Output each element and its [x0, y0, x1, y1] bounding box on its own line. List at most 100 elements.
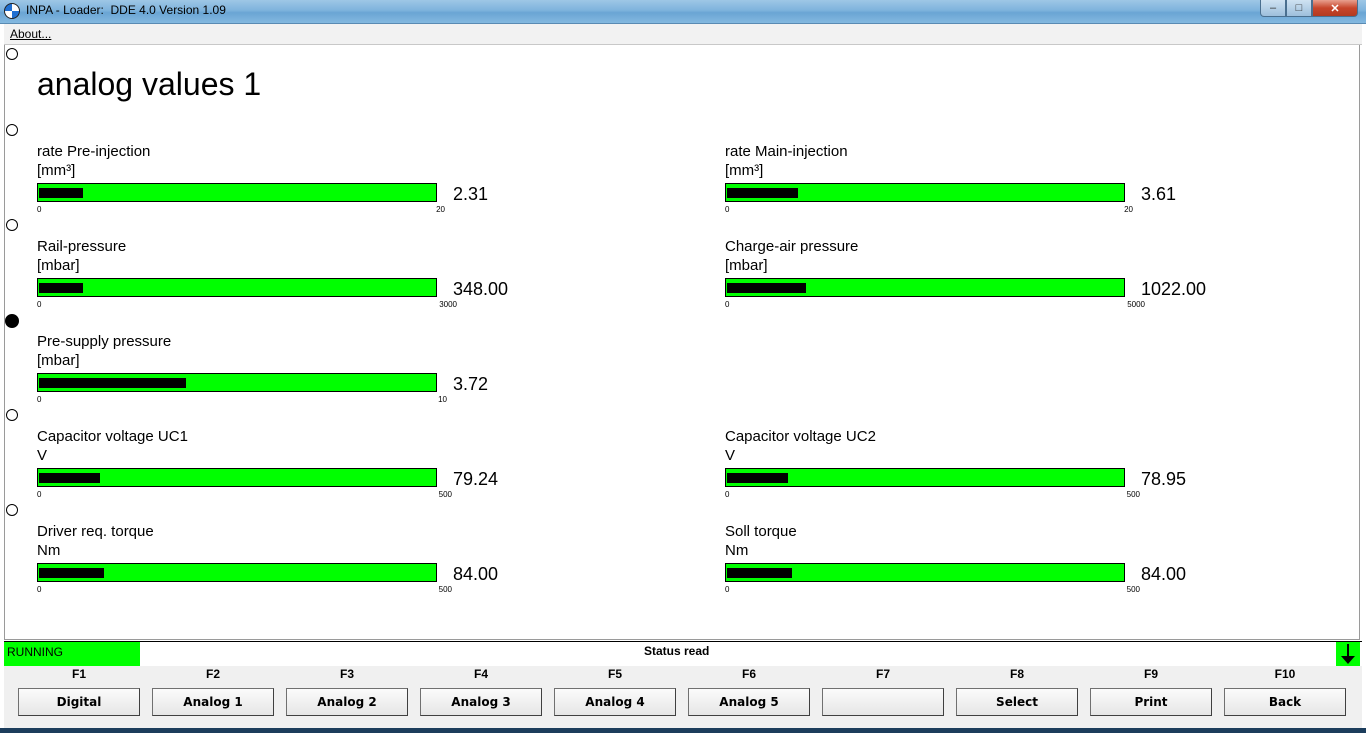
meter-bar	[37, 563, 437, 582]
digital-button[interactable]: Digital	[18, 688, 140, 716]
title-bar: INPA - Loader: DDE 4.0 Version 1.09 – □ …	[0, 0, 1366, 24]
meter-value: 348.00	[453, 279, 509, 299]
running-indicator: RUNNING	[4, 642, 140, 666]
meter-fill	[39, 473, 100, 483]
print-button[interactable]: Print	[1090, 688, 1212, 716]
meter-label: Soll torque	[725, 523, 797, 540]
radio-4-selected[interactable]	[5, 314, 19, 328]
meter-value: 1022.00	[1141, 279, 1207, 299]
radio-2[interactable]	[6, 124, 18, 136]
fkey-label-f2: F2	[205, 667, 220, 681]
analog-5-button[interactable]: Analog 5	[688, 688, 810, 716]
meter-rate-main-injection: rate Main-injection [mm³] 0 20 3.61	[725, 143, 1245, 223]
meter-value: 2.31	[453, 184, 489, 204]
meter-fill	[39, 568, 104, 578]
menu-about[interactable]: About...	[10, 27, 52, 41]
meter-value: 79.24	[453, 469, 499, 489]
fkey-label-f5: F5	[607, 667, 622, 681]
meter-max: 500	[438, 585, 452, 594]
meter-bar	[37, 183, 437, 202]
meter-fill	[727, 473, 788, 483]
meter-unit: [mbar]	[725, 257, 768, 274]
meter-value: 3.72	[453, 374, 489, 394]
radio-5[interactable]	[6, 409, 18, 421]
function-key-bar: F1 Digital F2 Analog 1 F3 Analog 2 F4 An…	[4, 666, 1362, 733]
meter-bar	[725, 278, 1125, 297]
meter-fill	[727, 283, 806, 293]
meter-fill	[39, 188, 83, 198]
minimize-button[interactable]: –	[1260, 0, 1286, 17]
meter-label: Pre-supply pressure	[37, 333, 172, 350]
meter-pre-supply-pressure: Pre-supply pressure [mbar] 0 10 3.72	[37, 333, 557, 413]
analog-4-button[interactable]: Analog 4	[554, 688, 676, 716]
meter-rate-pre-injection: rate Pre-injection [mm³] 0 20 2.31	[37, 143, 557, 223]
meter-rail-pressure: Rail-pressure [mbar] 0 3000 348.00	[37, 238, 557, 318]
analog-3-button[interactable]: Analog 3	[420, 688, 542, 716]
meter-min: 0	[725, 205, 730, 214]
meter-min: 0	[37, 205, 42, 214]
meter-min: 0	[725, 300, 730, 309]
meter-label: Charge-air pressure	[725, 238, 859, 255]
meter-min: 0	[725, 490, 730, 499]
meter-max: 10	[438, 395, 447, 404]
fkey-label-f10: F10	[1274, 667, 1296, 681]
meter-fill	[39, 378, 186, 388]
meter-unit: Nm	[725, 542, 749, 559]
meter-label: rate Main-injection	[725, 143, 848, 160]
maximize-button[interactable]: □	[1286, 0, 1312, 17]
meter-capacitor-voltage-uc1: Capacitor voltage UC1 V 0 500 79.24	[37, 428, 557, 508]
fkey-label-f7: F7	[875, 667, 890, 681]
fkey-label-f4: F4	[473, 667, 488, 681]
meter-bar	[725, 183, 1125, 202]
meter-capacitor-voltage-uc2: Capacitor voltage UC2 V 0 500 78.95	[725, 428, 1245, 508]
meter-max: 20	[1124, 205, 1133, 214]
meter-label: Driver req. torque	[37, 523, 154, 540]
meter-min: 0	[725, 585, 730, 594]
meter-value: 78.95	[1141, 469, 1187, 489]
close-button[interactable]: ✕	[1312, 0, 1358, 17]
status-bar: RUNNING Status read	[4, 641, 1362, 667]
meter-bar	[725, 468, 1125, 487]
meter-min: 0	[37, 585, 42, 594]
meter-unit: [mbar]	[37, 257, 80, 274]
meter-min: 0	[37, 300, 42, 309]
meter-value: 84.00	[1141, 564, 1187, 584]
menu-bar: About...	[4, 24, 1362, 45]
radio-1[interactable]	[6, 48, 18, 60]
client-area	[4, 45, 1360, 640]
meter-fill	[39, 283, 83, 293]
radio-6[interactable]	[6, 504, 18, 516]
meter-min: 0	[37, 395, 42, 404]
fkey-label-f8: F8	[1009, 667, 1024, 681]
meter-max: 500	[1126, 585, 1140, 594]
meter-bar	[37, 468, 437, 487]
meter-label: Capacitor voltage UC1	[37, 428, 188, 445]
analog-1-button[interactable]: Analog 1	[152, 688, 274, 716]
back-button[interactable]: Back	[1224, 688, 1346, 716]
meter-unit: V	[725, 447, 736, 464]
meter-unit: [mbar]	[37, 352, 80, 369]
taskbar	[0, 728, 1366, 733]
meter-label: Rail-pressure	[37, 238, 127, 255]
meter-unit: [mm³]	[37, 162, 76, 179]
meter-unit: [mm³]	[725, 162, 764, 179]
meter-max: 20	[436, 205, 445, 214]
fkey-label-f1: F1	[71, 667, 86, 681]
window-title: INPA - Loader: DDE 4.0 Version 1.09	[26, 3, 226, 17]
meter-label: Capacitor voltage UC2	[725, 428, 876, 445]
bmw-logo-icon[interactable]	[4, 3, 20, 19]
meter-driver-req-torque: Driver req. torque Nm 0 500 84.00	[37, 523, 557, 603]
radio-3[interactable]	[6, 219, 18, 231]
fkey-label-f6: F6	[741, 667, 756, 681]
meter-max: 500	[1126, 490, 1140, 499]
meter-unit: Nm	[37, 542, 61, 559]
select-button[interactable]: Select	[956, 688, 1078, 716]
meter-label: rate Pre-injection	[37, 143, 151, 160]
page-title: analog values 1	[37, 66, 262, 102]
meter-max: 5000	[1127, 300, 1145, 309]
analog-2-button[interactable]: Analog 2	[286, 688, 408, 716]
f7-button[interactable]	[822, 688, 944, 716]
meter-bar	[725, 563, 1125, 582]
arrow-down-icon[interactable]	[1336, 642, 1360, 666]
window-controls: – □ ✕	[1260, 0, 1358, 18]
